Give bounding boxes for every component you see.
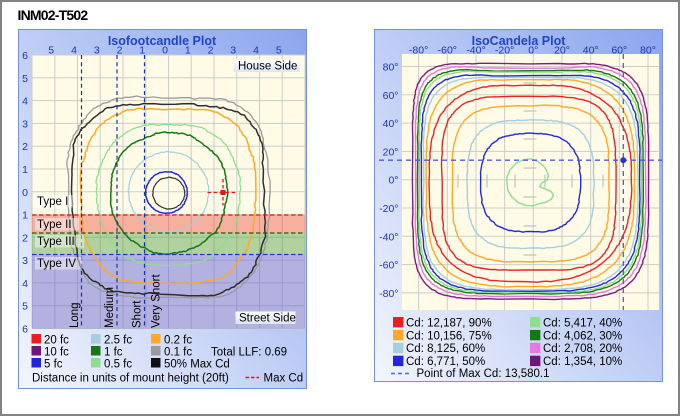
svg-text:Cd: 10,156, 75%: Cd: 10,156, 75% — [406, 330, 492, 342]
svg-text:0: 0 — [22, 187, 28, 199]
svg-text:50% Max Cd: 50% Max Cd — [164, 358, 230, 370]
svg-text:2: 2 — [22, 232, 28, 244]
svg-text:-80°: -80° — [409, 45, 428, 57]
svg-text:Short: Short — [132, 300, 144, 328]
svg-text:Very Short: Very Short — [151, 274, 163, 328]
svg-text:5 fc: 5 fc — [44, 358, 63, 370]
svg-text:House Side: House Side — [238, 61, 297, 73]
svg-text:-20°: -20° — [495, 45, 514, 57]
svg-text:20°: 20° — [383, 146, 399, 158]
svg-text:3: 3 — [230, 45, 236, 57]
svg-text:Type III: Type III — [37, 236, 75, 248]
svg-text:Cd: 1,354, 10%: Cd: 1,354, 10% — [543, 356, 622, 368]
svg-text:0.2 fc: 0.2 fc — [164, 334, 192, 346]
svg-text:2.5 fc: 2.5 fc — [104, 334, 132, 346]
svg-text:Point of Max Cd: 13,580.1: Point of Max Cd: 13,580.1 — [417, 368, 550, 380]
svg-text:2: 2 — [22, 141, 28, 153]
svg-text:2: 2 — [208, 45, 214, 57]
svg-text:5: 5 — [22, 301, 28, 313]
svg-text:60°: 60° — [383, 90, 399, 102]
svg-text:Long: Long — [69, 302, 81, 328]
svg-text:4: 4 — [71, 45, 77, 57]
svg-text:3: 3 — [94, 45, 100, 57]
svg-text:80°: 80° — [640, 45, 656, 57]
svg-text:-40°: -40° — [379, 231, 398, 243]
svg-text:INM02-T502: INM02-T502 — [18, 7, 89, 23]
svg-text:Type II: Type II — [37, 219, 72, 231]
svg-text:0°: 0° — [528, 45, 538, 57]
svg-text:-40°: -40° — [466, 45, 485, 57]
svg-text:Type IV: Type IV — [37, 258, 76, 270]
svg-text:IsoCandela Plot: IsoCandela Plot — [472, 34, 567, 48]
svg-text:Distance in units of mount hei: Distance in units of mount height (20ft) — [32, 373, 229, 385]
svg-text:3: 3 — [22, 255, 28, 267]
svg-text:Cd: 6,771, 50%: Cd: 6,771, 50% — [406, 356, 485, 368]
svg-text:Isofootcandle Plot: Isofootcandle Plot — [108, 34, 217, 48]
svg-text:60°: 60° — [611, 45, 627, 57]
svg-text:Cd: 5,417, 40%: Cd: 5,417, 40% — [543, 317, 622, 329]
svg-text:Total LLF: 0.69: Total LLF: 0.69 — [211, 346, 287, 358]
svg-text:1: 1 — [185, 45, 191, 57]
svg-text:80°: 80° — [383, 62, 399, 74]
svg-text:0.5 fc: 0.5 fc — [104, 358, 132, 370]
svg-text:Max Cd: Max Cd — [264, 373, 304, 385]
svg-text:1: 1 — [22, 164, 28, 176]
svg-text:1: 1 — [139, 45, 145, 57]
svg-text:Cd: 2,708, 20%: Cd: 2,708, 20% — [543, 343, 622, 355]
svg-text:6: 6 — [22, 50, 28, 62]
svg-text:20°: 20° — [554, 45, 570, 57]
svg-text:20 fc: 20 fc — [44, 334, 69, 346]
svg-text:Street Side: Street Side — [239, 313, 296, 325]
svg-text:1 fc: 1 fc — [104, 346, 123, 358]
svg-text:4: 4 — [22, 278, 28, 290]
svg-text:0: 0 — [162, 45, 168, 57]
svg-text:Cd: 12,187, 90%: Cd: 12,187, 90% — [406, 317, 492, 329]
svg-text:-20°: -20° — [379, 203, 398, 215]
svg-text:-60°: -60° — [438, 45, 457, 57]
svg-text:Cd: 4,062, 30%: Cd: 4,062, 30% — [543, 330, 622, 342]
svg-text:40°: 40° — [383, 118, 399, 130]
svg-text:4: 4 — [253, 45, 259, 57]
svg-text:Cd: 8,125, 60%: Cd: 8,125, 60% — [406, 343, 485, 355]
svg-text:4: 4 — [22, 96, 28, 108]
svg-text:1: 1 — [22, 210, 28, 222]
svg-text:2: 2 — [117, 45, 123, 57]
svg-text:Medium: Medium — [104, 287, 116, 328]
svg-text:0°: 0° — [388, 175, 398, 187]
svg-text:Type I: Type I — [37, 196, 68, 208]
svg-text:0.1 fc: 0.1 fc — [164, 346, 192, 358]
svg-text:-80°: -80° — [379, 288, 398, 300]
svg-text:5: 5 — [22, 73, 28, 85]
svg-text:5: 5 — [48, 45, 54, 57]
svg-text:-60°: -60° — [379, 260, 398, 272]
svg-text:40°: 40° — [583, 45, 599, 57]
svg-text:3: 3 — [22, 118, 28, 130]
svg-text:10 fc: 10 fc — [44, 346, 69, 358]
svg-text:5: 5 — [276, 45, 282, 57]
svg-text:6: 6 — [22, 324, 28, 336]
